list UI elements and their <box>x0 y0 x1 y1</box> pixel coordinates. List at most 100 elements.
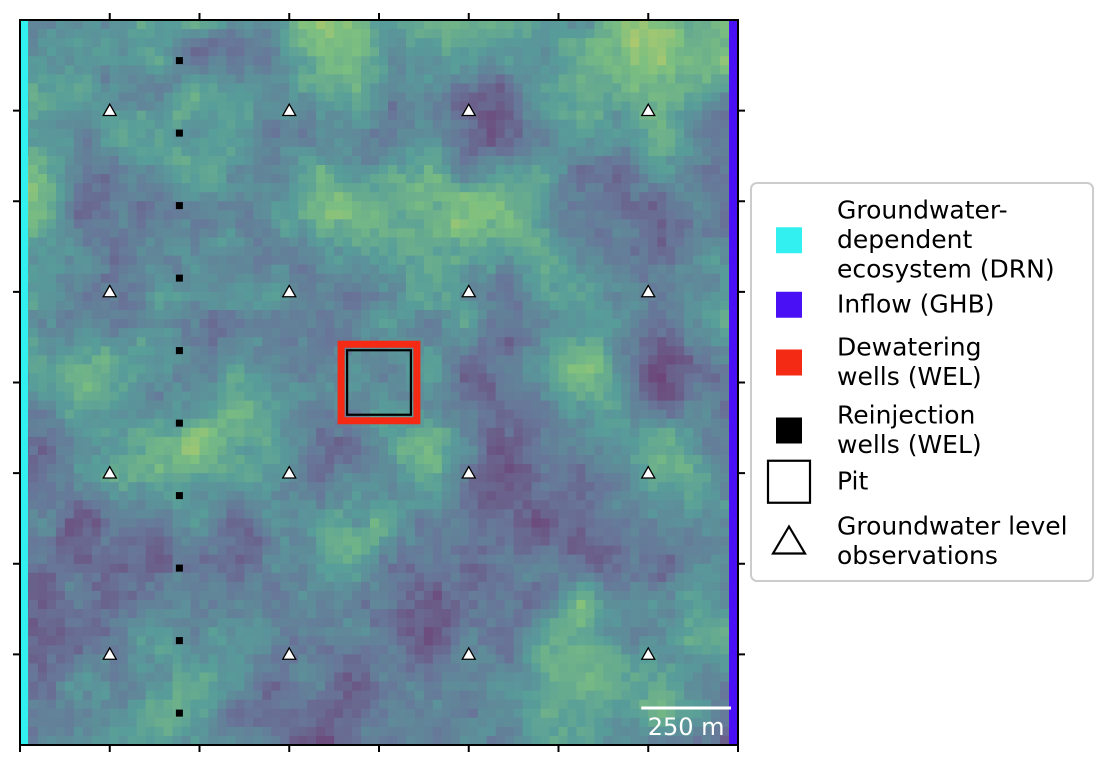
field-cell <box>352 183 362 193</box>
field-cell <box>477 364 488 375</box>
field-cell <box>396 527 407 538</box>
field-cell <box>280 364 290 375</box>
field-cell <box>648 300 658 311</box>
field-cell <box>136 219 147 230</box>
field-cell <box>316 518 326 529</box>
field-cell <box>648 83 658 94</box>
field-cell <box>100 56 111 66</box>
field-cell <box>405 101 416 112</box>
field-cell <box>621 282 631 293</box>
field-cell <box>459 554 470 565</box>
field-cell <box>549 273 560 284</box>
field-cell <box>55 418 66 429</box>
field-cell <box>361 482 371 492</box>
field-cell <box>576 364 587 375</box>
field-cell <box>603 409 613 420</box>
field-cell <box>172 391 183 402</box>
field-cell <box>244 382 254 393</box>
field-cell <box>100 128 111 139</box>
field-cell <box>181 92 192 103</box>
field-cell <box>73 264 84 275</box>
field-cell <box>325 455 335 465</box>
field-cell <box>118 572 129 583</box>
field-cell <box>504 137 515 148</box>
field-cell <box>522 346 533 356</box>
field-cell <box>549 364 560 375</box>
field-cell <box>540 572 551 583</box>
field-cell <box>37 373 48 384</box>
field-cell <box>154 47 165 57</box>
field-cell <box>91 409 102 420</box>
field-cell <box>181 473 192 483</box>
field-cell <box>531 282 542 293</box>
field-cell <box>181 563 192 574</box>
field-cell <box>441 92 452 103</box>
field-cell <box>495 328 506 338</box>
field-cell <box>513 464 524 474</box>
field-cell <box>693 328 703 338</box>
field-cell <box>361 29 371 39</box>
field-cell <box>558 264 569 275</box>
field-cell <box>522 137 533 148</box>
field-cell <box>693 364 703 375</box>
field-cell <box>244 310 254 320</box>
field-cell <box>693 29 703 39</box>
field-cell <box>163 237 174 248</box>
field-cell <box>190 545 201 556</box>
field-cell <box>639 518 649 529</box>
field-cell <box>540 409 551 420</box>
field-cell <box>163 418 174 429</box>
field-cell <box>603 391 613 402</box>
field-cell <box>289 137 299 148</box>
field-cell <box>163 427 174 438</box>
field-cell <box>361 83 371 94</box>
field-cell <box>37 355 48 365</box>
field-cell <box>423 83 434 94</box>
field-cell <box>522 146 533 157</box>
field-cell <box>495 455 506 465</box>
field-cell <box>531 436 542 447</box>
field-cell <box>280 29 290 39</box>
field-cell <box>280 65 290 75</box>
field-cell <box>181 174 192 184</box>
field-cell <box>271 300 281 311</box>
field-cell <box>127 74 138 85</box>
field-cell <box>82 310 93 320</box>
field-cell <box>603 445 613 456</box>
field-cell <box>109 146 120 157</box>
field-cell <box>450 38 461 48</box>
field-cell <box>612 337 622 347</box>
field-cell <box>720 545 730 556</box>
field-cell <box>163 255 174 266</box>
field-cell <box>109 409 120 420</box>
field-cell <box>387 74 398 85</box>
field-cell <box>414 255 425 266</box>
field-cell <box>325 237 335 248</box>
field-cell <box>82 237 93 248</box>
field-cell <box>154 418 165 429</box>
field-cell <box>495 92 506 103</box>
field-cell <box>603 563 613 574</box>
field-cell <box>657 491 667 501</box>
field-cell <box>289 464 299 474</box>
field-cell <box>28 409 39 420</box>
field-cell <box>325 445 335 456</box>
field-cell <box>585 337 595 347</box>
field-cell <box>567 219 578 230</box>
field-cell <box>82 455 93 465</box>
field-cell <box>711 554 721 565</box>
field-cell <box>190 346 201 356</box>
field-cell <box>441 201 452 211</box>
field-cell <box>289 83 299 94</box>
field-cell <box>486 337 497 347</box>
field-cell <box>423 74 434 85</box>
field-cell <box>432 65 443 75</box>
field-cell <box>396 391 407 402</box>
field-cell <box>370 527 380 538</box>
field-cell <box>235 210 245 220</box>
field-cell <box>576 20 587 30</box>
field-cell <box>423 436 434 447</box>
field-cell <box>352 237 362 248</box>
field-cell <box>702 47 712 57</box>
field-cell <box>612 400 622 411</box>
